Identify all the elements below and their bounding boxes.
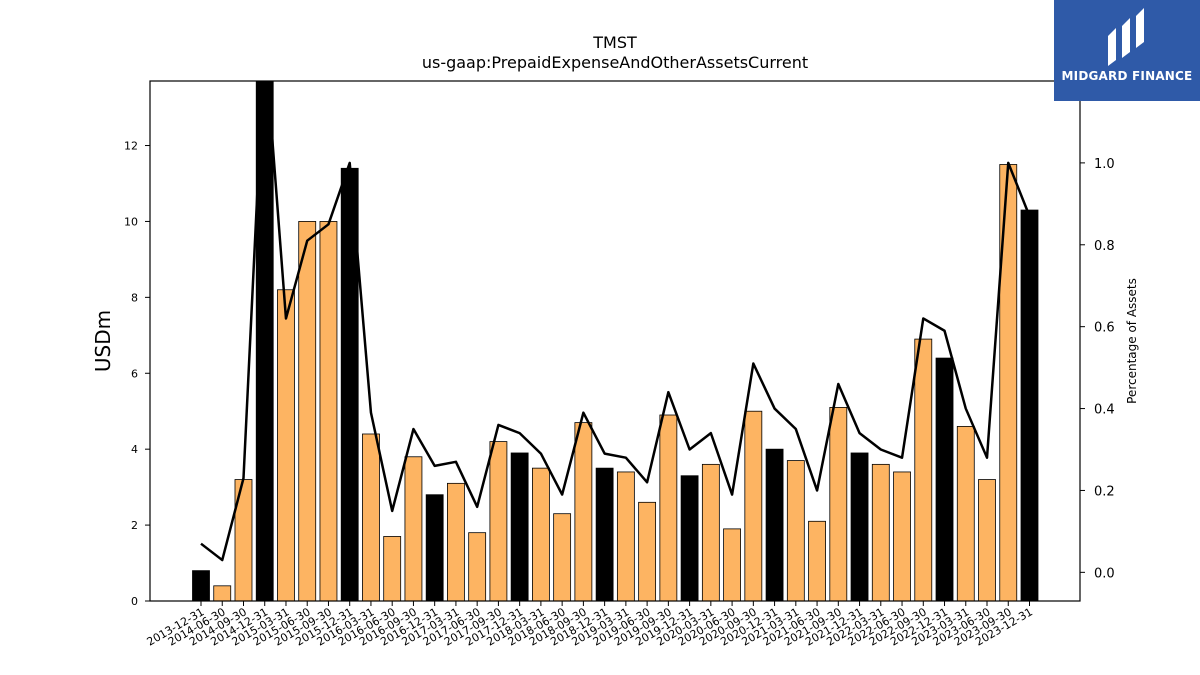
bar-2021-12-31 <box>850 452 869 601</box>
line-layer <box>200 81 1031 562</box>
y2-tick-label: 0.0 <box>1094 566 1115 581</box>
plot-frame <box>149 80 1081 602</box>
bar-2020-06-30 <box>723 528 741 601</box>
bar-2017-09-30 <box>489 441 508 601</box>
bar-2016-09-30 <box>404 456 423 601</box>
bar-2019-06-30 <box>638 501 657 601</box>
bar-2023-06-30 <box>978 479 996 601</box>
bar-2020-12-31 <box>765 448 784 601</box>
y-tick-label: 12 <box>124 140 138 153</box>
bar-2016-03-31 <box>362 433 380 601</box>
bar-2022-06-30 <box>893 471 911 601</box>
bar-2018-09-30 <box>574 422 593 601</box>
bar-2021-03-31 <box>786 460 805 601</box>
bar-2014-12-31 <box>255 81 274 601</box>
y-tick-label: 2 <box>131 519 138 532</box>
bar-2022-12-31 <box>935 357 954 601</box>
y-tick-label: 8 <box>131 291 138 304</box>
bar-2017-03-31 <box>447 482 465 601</box>
y2-tick-label: 0.2 <box>1094 484 1115 499</box>
percentage-line <box>200 81 1031 562</box>
bar-2018-06-30 <box>553 513 572 601</box>
bar-2021-06-30 <box>808 520 826 601</box>
chart-title: TMST <box>592 33 637 52</box>
bar-2016-12-31 <box>425 494 444 601</box>
bar-2021-09-30 <box>829 407 848 601</box>
logo-text: MIDGARD FINANCE <box>1061 69 1193 83</box>
y-tick-label: 10 <box>124 215 138 228</box>
bar-2015-03-31 <box>277 289 295 601</box>
y-tick-label: 4 <box>131 443 138 456</box>
bar-2023-12-31 <box>1020 209 1039 601</box>
bar-2018-03-31 <box>532 467 550 601</box>
bar-2022-03-31 <box>871 463 890 601</box>
logo-mark-icon <box>1108 8 1144 66</box>
y-tick-label: 0 <box>131 595 138 608</box>
midgard-finance-logo: MIDGARD FINANCE <box>1054 0 1200 101</box>
y2-axis-label: Percentage of Assets <box>1125 278 1139 404</box>
bar-2017-06-30 <box>468 532 487 601</box>
bar-2022-09-30 <box>914 338 933 601</box>
y2-tick-label: 1.0 <box>1094 157 1115 172</box>
bar-2019-03-31 <box>616 471 635 601</box>
y2-tick-label: 0.4 <box>1094 403 1115 418</box>
bar-2018-12-31 <box>595 467 614 601</box>
chart-subtitle: us-gaap:PrepaidExpenseAndOtherAssetsCurr… <box>422 53 808 72</box>
bar-2017-12-31 <box>510 452 529 601</box>
bars-layer <box>192 81 1039 601</box>
bar-2013-12-31 <box>192 570 210 601</box>
axes-layer: 0246810120.00.20.40.60.81.02013-12-31201… <box>124 80 1115 649</box>
bar-2020-09-30 <box>744 410 763 601</box>
bar-2015-06-30 <box>298 221 317 601</box>
bar-2016-06-30 <box>383 536 402 601</box>
bar-2014-06-30 <box>213 585 232 601</box>
y-tick-label: 6 <box>131 367 138 380</box>
y-axis-label: USDm <box>91 310 115 372</box>
bar-2019-09-30 <box>659 414 678 601</box>
y2-tick-label: 0.6 <box>1094 321 1115 336</box>
bar-2015-09-30 <box>319 221 338 601</box>
bar-2019-12-31 <box>680 475 699 601</box>
bar-2023-03-31 <box>956 425 975 601</box>
bar-2020-03-31 <box>701 463 720 601</box>
y2-tick-label: 0.8 <box>1094 239 1115 254</box>
